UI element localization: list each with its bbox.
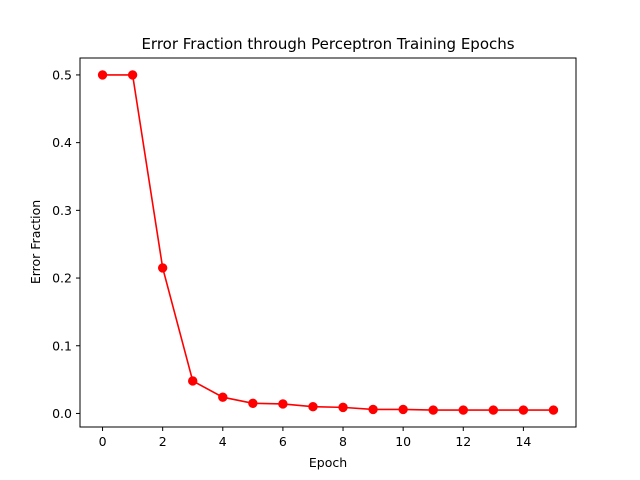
x-axis: 0 2 4 6 8 10 12 14	[99, 427, 531, 449]
y-tick-label: 0.2	[52, 271, 72, 286]
x-tick-label: 10	[395, 434, 411, 449]
data-point	[248, 398, 258, 409]
data-point	[97, 70, 108, 80]
y-tick-label: 0.5	[52, 67, 72, 82]
data-point	[548, 405, 559, 415]
x-tick-label: 14	[515, 434, 531, 449]
plot-layer	[97, 70, 559, 415]
y-tick-label: 0.1	[52, 338, 72, 353]
data-point	[188, 376, 198, 386]
x-tick-label: 8	[339, 434, 347, 449]
chart-title: Error Fraction through Perceptron Traini…	[141, 35, 514, 53]
x-tick-label: 4	[219, 434, 227, 449]
data-point	[338, 402, 348, 413]
y-tick-label: 0.4	[52, 135, 72, 150]
series-line	[102, 74, 554, 411]
data-point	[157, 263, 168, 273]
x-tick-label: 2	[159, 434, 167, 449]
data-point	[398, 404, 408, 415]
x-tick-label: 12	[455, 434, 471, 449]
y-axis: 0.0 0.1 0.2 0.3 0.4 0.5	[52, 67, 80, 421]
data-point	[308, 401, 318, 412]
y-tick-label: 0.3	[52, 203, 72, 218]
x-tick-label: 6	[279, 434, 287, 449]
data-point	[127, 70, 138, 80]
x-axis-label: Epoch	[309, 455, 347, 470]
data-point	[488, 405, 499, 415]
data-point	[368, 404, 378, 415]
y-axis-label: Error Fraction	[28, 200, 43, 284]
data-point	[458, 405, 468, 415]
data-point	[428, 405, 438, 415]
plot-area	[80, 58, 576, 427]
data-point	[278, 399, 288, 409]
x-tick-label: 0	[99, 434, 107, 449]
data-point	[518, 405, 529, 415]
y-tick-label: 0.0	[52, 406, 72, 421]
data-point	[218, 392, 228, 402]
plot-frame	[79, 57, 577, 428]
